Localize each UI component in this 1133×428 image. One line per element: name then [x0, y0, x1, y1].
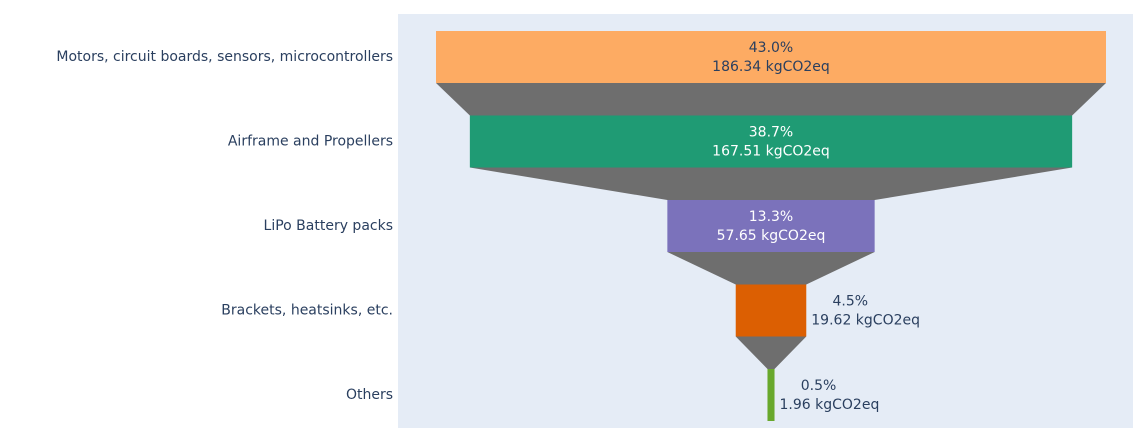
value-label: 57.65 kgCO2eq — [717, 228, 826, 244]
connector — [469, 167, 1073, 200]
category-label: Airframe and Propellers — [228, 134, 393, 150]
category-label: Brackets, heatsinks, etc. — [221, 303, 393, 319]
percent-label: 38.7% — [749, 125, 793, 141]
bar — [767, 369, 775, 421]
category-label: Motors, circuit boards, sensors, microco… — [56, 49, 393, 65]
connector — [667, 252, 875, 285]
connector — [735, 336, 807, 369]
category-label: LiPo Battery packs — [264, 218, 393, 234]
percent-label: 43.0% — [749, 40, 793, 56]
connector — [436, 83, 1106, 116]
bar — [469, 115, 1073, 168]
value-label: 19.62 kgCO2eq — [811, 313, 920, 329]
value-label: 1.96 kgCO2eq — [780, 397, 880, 413]
percent-label: 13.3% — [749, 209, 793, 225]
percent-label: 0.5% — [801, 378, 837, 394]
bar — [667, 200, 875, 252]
bar — [735, 284, 807, 337]
percent-label: 4.5% — [832, 294, 868, 310]
bar — [436, 31, 1106, 83]
value-label: 186.34 kgCO2eq — [712, 59, 830, 75]
value-label: 167.51 kgCO2eq — [712, 144, 830, 160]
category-label: Others — [346, 387, 393, 403]
